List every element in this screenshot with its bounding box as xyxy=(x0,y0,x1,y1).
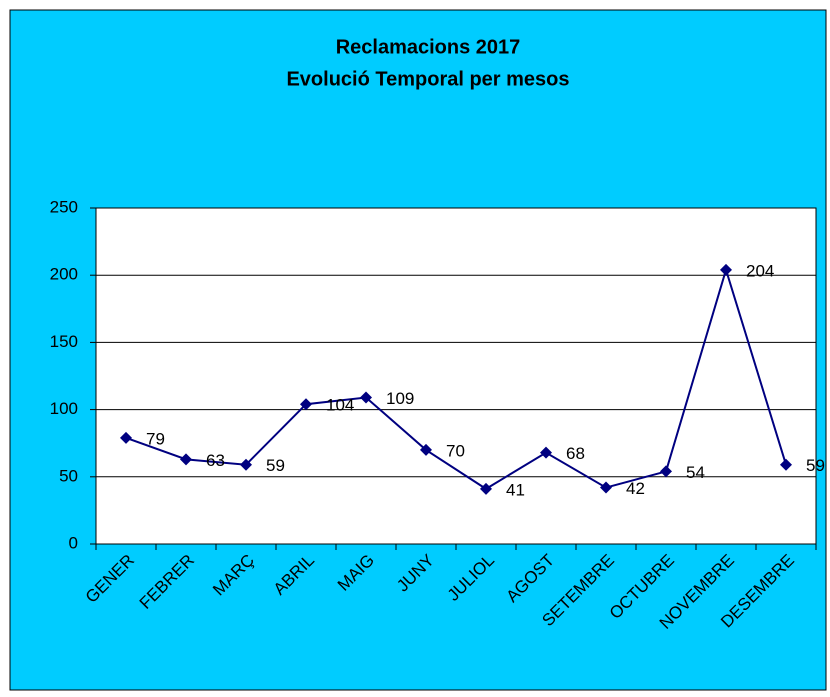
data-label: 59 xyxy=(266,456,285,475)
data-label: 54 xyxy=(686,463,705,482)
point-marker xyxy=(180,453,192,466)
point-marker xyxy=(540,446,552,459)
plot-area xyxy=(95,207,817,545)
point-marker xyxy=(660,465,672,478)
point-marker xyxy=(780,458,792,471)
point-marker xyxy=(120,431,132,444)
point-marker xyxy=(360,391,372,404)
data-label: 42 xyxy=(626,479,645,498)
data-label: 109 xyxy=(386,389,414,408)
series-line xyxy=(125,266,787,491)
y-tick-label: 0 xyxy=(69,533,78,552)
data-label: 79 xyxy=(146,429,165,448)
point-marker xyxy=(720,263,732,276)
data-label: 41 xyxy=(506,480,525,499)
y-tick-label: 150 xyxy=(50,332,78,351)
y-tick-label: 100 xyxy=(50,399,78,418)
data-label: 70 xyxy=(446,441,465,460)
y-tick-label: 200 xyxy=(50,265,78,284)
y-tick-label: 250 xyxy=(50,197,78,216)
data-label: 59 xyxy=(806,456,825,475)
point-marker xyxy=(600,481,612,494)
data-label: 204 xyxy=(746,261,774,280)
data-label: 104 xyxy=(326,396,354,415)
y-tick-label: 50 xyxy=(59,466,78,485)
point-marker xyxy=(300,398,312,411)
chart-title: Reclamacions 2017 xyxy=(336,36,521,58)
chart-title: Evolució Temporal per mesos xyxy=(286,68,569,90)
point-marker xyxy=(480,482,492,495)
point-marker xyxy=(420,443,432,456)
data-label: 68 xyxy=(566,444,585,463)
data-label: 63 xyxy=(206,451,225,470)
point-marker xyxy=(240,458,252,471)
